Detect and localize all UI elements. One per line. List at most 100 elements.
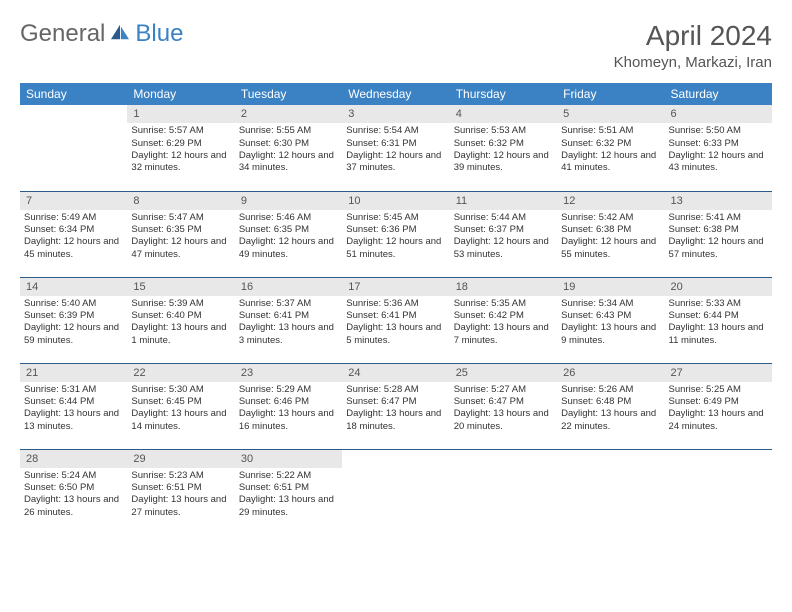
daylight-text: Daylight: 13 hours and 3 minutes.: [239, 322, 338, 347]
sunset-text: Sunset: 6:50 PM: [24, 482, 123, 494]
calendar-day: 2Sunrise: 5:55 AMSunset: 6:30 PMDaylight…: [235, 105, 342, 191]
day-details: Sunrise: 5:57 AMSunset: 6:29 PMDaylight:…: [127, 125, 234, 178]
calendar-day: 13Sunrise: 5:41 AMSunset: 6:38 PMDayligh…: [665, 191, 772, 277]
day-number: 23: [235, 364, 342, 382]
day-number: 24: [342, 364, 449, 382]
day-number: 6: [665, 105, 772, 123]
calendar-day: 28Sunrise: 5:24 AMSunset: 6:50 PMDayligh…: [20, 449, 127, 535]
daylight-text: Daylight: 13 hours and 1 minute.: [131, 322, 230, 347]
daylight-text: Daylight: 12 hours and 41 minutes.: [561, 150, 660, 175]
sunrise-text: Sunrise: 5:40 AM: [24, 298, 123, 310]
weekday-header: Friday: [557, 83, 664, 105]
calendar-day: 7Sunrise: 5:49 AMSunset: 6:34 PMDaylight…: [20, 191, 127, 277]
daylight-text: Daylight: 12 hours and 37 minutes.: [346, 150, 445, 175]
daylight-text: Daylight: 13 hours and 14 minutes.: [131, 408, 230, 433]
sunrise-text: Sunrise: 5:41 AM: [669, 212, 768, 224]
day-details: Sunrise: 5:47 AMSunset: 6:35 PMDaylight:…: [127, 212, 234, 265]
day-number: 22: [127, 364, 234, 382]
daylight-text: Daylight: 13 hours and 18 minutes.: [346, 408, 445, 433]
calendar-week: 21 Sunrise: 5:31 AMSunset: 6:44 PMDayligh…: [20, 363, 772, 449]
daylight-text: Daylight: 13 hours and 7 minutes.: [454, 322, 553, 347]
sunrise-text: Sunrise: 5:42 AM: [561, 212, 660, 224]
calendar-day: 1Sunrise: 5:57 AMSunset: 6:29 PMDaylight…: [127, 105, 234, 191]
day-number: 5: [557, 105, 664, 123]
sunset-text: Sunset: 6:36 PM: [346, 224, 445, 236]
sunset-text: Sunset: 6:32 PM: [454, 138, 553, 150]
calendar-day: 16Sunrise: 5:37 AMSunset: 6:41 PMDayligh…: [235, 277, 342, 363]
day-details: Sunrise: 5:26 AMSunset: 6:48 PMDaylight:…: [557, 384, 664, 437]
day-number: 21: [20, 364, 127, 382]
daylight-text: Daylight: 12 hours and 34 minutes.: [239, 150, 338, 175]
sunrise-text: Sunrise: 5:22 AM: [239, 470, 338, 482]
calendar-day: 29Sunrise: 5:23 AMSunset: 6:51 PMDayligh…: [127, 449, 234, 535]
day-details: Sunrise: 5:54 AMSunset: 6:31 PMDaylight:…: [342, 125, 449, 178]
day-number: 10: [342, 192, 449, 210]
sunset-text: Sunset: 6:33 PM: [669, 138, 768, 150]
sunrise-text: Sunrise: 5:37 AM: [239, 298, 338, 310]
daylight-text: Daylight: 12 hours and 55 minutes.: [561, 236, 660, 261]
calendar-day: 25Sunrise: 5:27 AMSunset: 6:47 PMDayligh…: [450, 363, 557, 449]
weekday-header: Saturday: [665, 83, 772, 105]
sunrise-text: Sunrise: 5:29 AM: [239, 384, 338, 396]
day-details: Sunrise: 5:36 AMSunset: 6:41 PMDaylight:…: [342, 298, 449, 351]
daylight-text: Daylight: 12 hours and 39 minutes.: [454, 150, 553, 175]
sunrise-text: Sunrise: 5:23 AM: [131, 470, 230, 482]
day-number: 3: [342, 105, 449, 123]
sunrise-text: Sunrise: 5:31 AM: [24, 384, 123, 396]
day-number: 7: [20, 192, 127, 210]
day-details: Sunrise: 5:50 AMSunset: 6:33 PMDaylight:…: [665, 125, 772, 178]
day-details: Sunrise: 5:31 AMSunset: 6:44 PMDaylight:…: [20, 384, 127, 437]
sunset-text: Sunset: 6:31 PM: [346, 138, 445, 150]
calendar-day: 8Sunrise: 5:47 AMSunset: 6:35 PMDaylight…: [127, 191, 234, 277]
day-details: Sunrise: 5:23 AMSunset: 6:51 PMDaylight:…: [127, 470, 234, 523]
calendar-day: [450, 449, 557, 535]
daylight-text: Daylight: 13 hours and 11 minutes.: [669, 322, 768, 347]
daylight-text: Daylight: 12 hours and 53 minutes.: [454, 236, 553, 261]
calendar-table: SundayMondayTuesdayWednesdayThursdayFrid…: [20, 83, 772, 535]
day-details: Sunrise: 5:55 AMSunset: 6:30 PMDaylight:…: [235, 125, 342, 178]
day-number: 20: [665, 278, 772, 296]
sunrise-text: Sunrise: 5:46 AM: [239, 212, 338, 224]
day-details: Sunrise: 5:25 AMSunset: 6:49 PMDaylight:…: [665, 384, 772, 437]
weekday-header: Tuesday: [235, 83, 342, 105]
calendar-day: 21 Sunrise: 5:31 AMSunset: 6:44 PMDayligh…: [20, 363, 127, 449]
weekday-header: Wednesday: [342, 83, 449, 105]
sunrise-text: Sunrise: 5:47 AM: [131, 212, 230, 224]
day-number: 28: [20, 450, 127, 468]
sunset-text: Sunset: 6:39 PM: [24, 310, 123, 322]
sunset-text: Sunset: 6:41 PM: [346, 310, 445, 322]
sunset-text: Sunset: 6:45 PM: [131, 396, 230, 408]
sunrise-text: Sunrise: 5:57 AM: [131, 125, 230, 137]
sunset-text: Sunset: 6:49 PM: [669, 396, 768, 408]
calendar-day: 17Sunrise: 5:36 AMSunset: 6:41 PMDayligh…: [342, 277, 449, 363]
sunrise-text: Sunrise: 5:55 AM: [239, 125, 338, 137]
day-number: 30: [235, 450, 342, 468]
sunrise-text: Sunrise: 5:24 AM: [24, 470, 123, 482]
calendar-week: 1Sunrise: 5:57 AMSunset: 6:29 PMDaylight…: [20, 105, 772, 191]
calendar-day: 27Sunrise: 5:25 AMSunset: 6:49 PMDayligh…: [665, 363, 772, 449]
sunrise-text: Sunrise: 5:33 AM: [669, 298, 768, 310]
day-details: Sunrise: 5:42 AMSunset: 6:38 PMDaylight:…: [557, 212, 664, 265]
day-details: Sunrise: 5:27 AMSunset: 6:47 PMDaylight:…: [450, 384, 557, 437]
day-details: Sunrise: 5:37 AMSunset: 6:41 PMDaylight:…: [235, 298, 342, 351]
calendar-head: SundayMondayTuesdayWednesdayThursdayFrid…: [20, 83, 772, 105]
logo-text-general: General: [20, 20, 105, 48]
weekday-header: Thursday: [450, 83, 557, 105]
daylight-text: Daylight: 12 hours and 47 minutes.: [131, 236, 230, 261]
day-details: Sunrise: 5:28 AMSunset: 6:47 PMDaylight:…: [342, 384, 449, 437]
sunrise-text: Sunrise: 5:26 AM: [561, 384, 660, 396]
daylight-text: Daylight: 13 hours and 27 minutes.: [131, 494, 230, 519]
sunset-text: Sunset: 6:34 PM: [24, 224, 123, 236]
calendar-day: 15Sunrise: 5:39 AMSunset: 6:40 PMDayligh…: [127, 277, 234, 363]
daylight-text: Daylight: 12 hours and 49 minutes.: [239, 236, 338, 261]
sunrise-text: Sunrise: 5:30 AM: [131, 384, 230, 396]
daylight-text: Daylight: 12 hours and 32 minutes.: [131, 150, 230, 175]
calendar-day: 30Sunrise: 5:22 AMSunset: 6:51 PMDayligh…: [235, 449, 342, 535]
day-details: Sunrise: 5:53 AMSunset: 6:32 PMDaylight:…: [450, 125, 557, 178]
daylight-text: Daylight: 12 hours and 59 minutes.: [24, 322, 123, 347]
calendar-day: 18Sunrise: 5:35 AMSunset: 6:42 PMDayligh…: [450, 277, 557, 363]
sunset-text: Sunset: 6:40 PM: [131, 310, 230, 322]
calendar-day: 6 Sunrise: 5:50 AMSunset: 6:33 PMDaylight…: [665, 105, 772, 191]
daylight-text: Daylight: 12 hours and 57 minutes.: [669, 236, 768, 261]
calendar-day: 10Sunrise: 5:45 AMSunset: 6:36 PMDayligh…: [342, 191, 449, 277]
